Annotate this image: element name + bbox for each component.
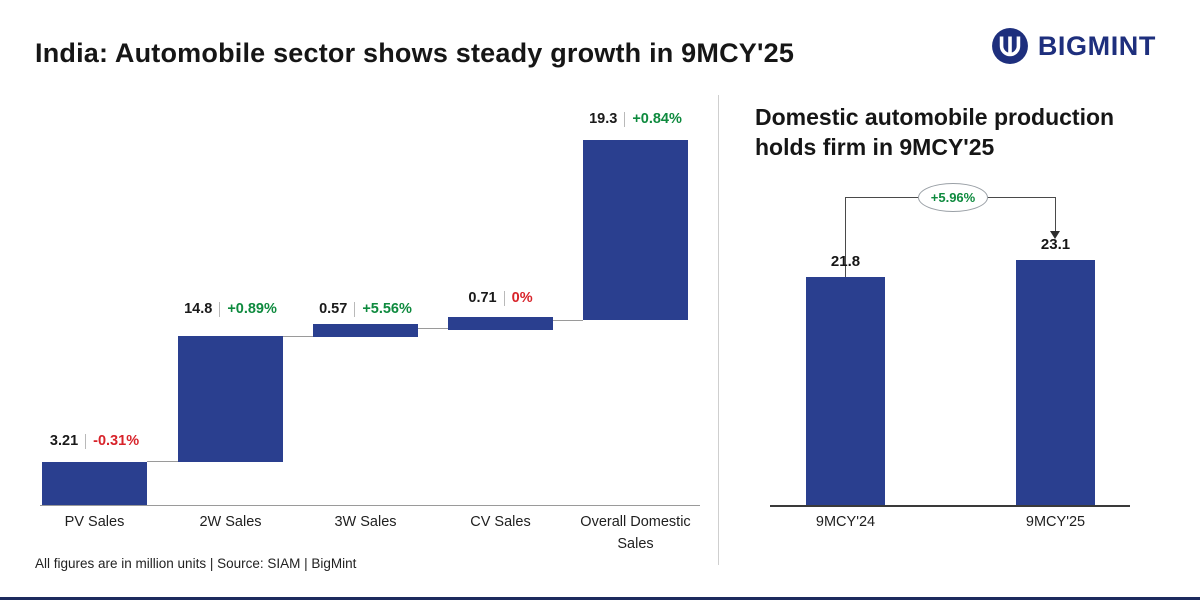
bar-pv-sales: [42, 462, 147, 505]
bar-9mcy25: [1016, 260, 1095, 505]
bar-overall-domestic-sales: [583, 140, 688, 320]
annotation-line-left-horizontal: [845, 197, 918, 198]
annotation-line-right-vertical: [1055, 197, 1056, 232]
category-3w-sales: 3W Sales: [334, 514, 397, 530]
value-label-cv: 0.71 0%: [433, 290, 568, 306]
category-9mcy25: 9MCY'25: [1025, 514, 1086, 530]
annotation-arrow-down-icon: [1050, 231, 1060, 239]
value-cv: 0.71: [468, 290, 497, 306]
category-pv-sales: PV Sales: [64, 514, 125, 530]
change-pv: -0.31%: [93, 433, 140, 449]
annotation-line-left-vertical: [845, 197, 846, 277]
value-overall: 19.3: [589, 111, 618, 127]
label-divider: [219, 301, 221, 317]
growth-annotation: +5.96%: [918, 183, 988, 212]
footnote: All figures are in million units | Sourc…: [35, 556, 357, 571]
category-cv-sales: CV Sales: [470, 514, 531, 530]
page-title: India: Automobile sector shows steady gr…: [35, 38, 795, 68]
brand-logo: BIGMINT: [991, 27, 1156, 65]
label-divider: [624, 111, 626, 127]
value-9mcy24: 21.8: [830, 253, 861, 270]
annotation-line-right-horizontal: [986, 197, 1056, 198]
change-overall: +0.84%: [632, 111, 682, 127]
bar-3w-sales: [313, 324, 418, 337]
bar-cv-sales: [448, 317, 553, 330]
connector-line: [283, 336, 313, 337]
x-axis-left: [40, 505, 700, 506]
category-overall-domestic-sales: Overall Domestic Sales: [580, 514, 691, 552]
bar-2w-sales: [178, 336, 283, 462]
bar-9mcy24: [806, 277, 885, 505]
connector-line: [418, 328, 448, 329]
brand-name: BIGMINT: [1037, 30, 1156, 61]
x-axis-right: [770, 505, 1130, 507]
value-label-pv: 3.21 -0.31%: [27, 433, 162, 449]
value-9mcy25: 23.1: [1040, 236, 1071, 253]
label-divider: [85, 433, 87, 449]
category-2w-sales: 2W Sales: [199, 514, 262, 530]
change-cv: 0%: [511, 290, 533, 306]
value-2w: 14.8: [184, 301, 213, 317]
section-divider: [718, 95, 719, 565]
value-label-2w: 14.8 +0.89%: [163, 301, 298, 317]
bigmint-logo-icon: [991, 28, 1028, 64]
label-divider: [354, 301, 356, 317]
value-label-overall: 19.3 +0.84%: [568, 111, 703, 127]
value-3w: 0.57: [319, 301, 348, 317]
connector-line: [147, 461, 178, 462]
value-label-3w: 0.57 +5.56%: [298, 301, 433, 317]
value-pv: 3.21: [49, 433, 79, 449]
label-divider: [503, 290, 505, 306]
change-3w: +5.56%: [362, 301, 412, 317]
change-2w: +0.89%: [227, 301, 277, 317]
right-chart-title: Domestic automobile production holds fir…: [755, 104, 1115, 161]
category-9mcy24: 9MCY'24: [815, 514, 876, 530]
connector-line: [553, 320, 583, 321]
